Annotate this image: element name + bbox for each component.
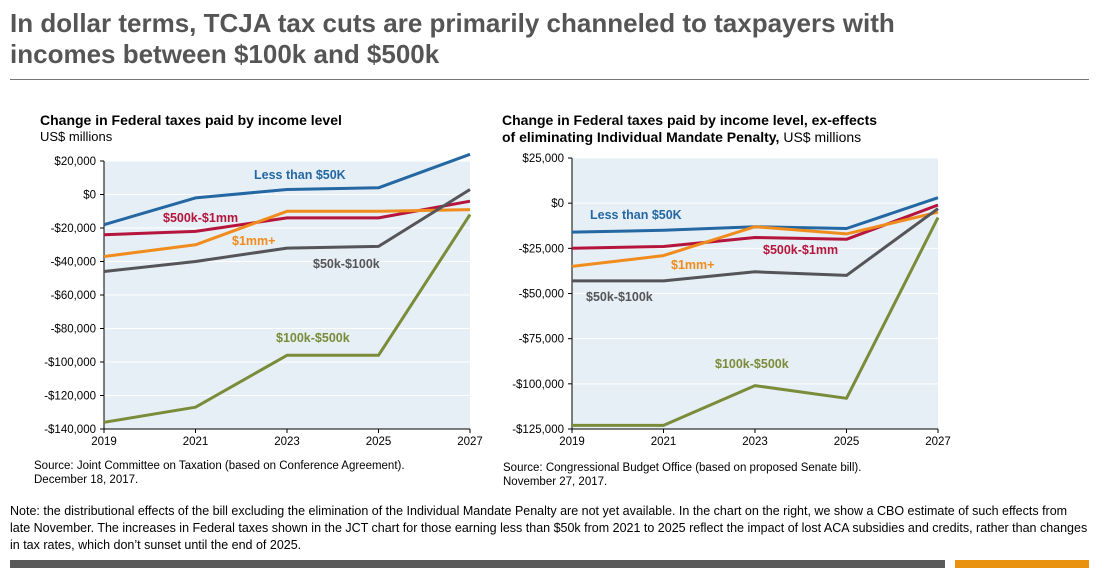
x-tick-label: 2025: [834, 436, 860, 448]
x-tick-label: 2021: [183, 436, 209, 448]
series-label-50k-100k: $50k-$100k: [313, 257, 380, 271]
right-chart-unit: US$ millions: [779, 129, 862, 145]
title-line-2: incomes between $100k and $500k: [10, 39, 440, 69]
series-label-1mm: $1mm+: [671, 258, 714, 272]
footer-gray-bar: [10, 560, 945, 568]
x-tick-label: 2027: [457, 436, 483, 448]
y-tick-label: -$80,000: [51, 324, 96, 336]
footer-orange-bar: [955, 560, 1089, 568]
series-label-100k-500k: $100k-$500k: [276, 331, 350, 345]
y-tick-label: $20,000: [54, 156, 96, 168]
right-chart-source: Source: Congressional Budget Office (bas…: [503, 461, 861, 489]
y-tick-label: $0: [83, 190, 96, 202]
x-tick-label: 2025: [366, 436, 392, 448]
series-label-1mm: $1mm+: [232, 234, 275, 248]
y-tick-label: -$125,000: [512, 424, 564, 436]
series-line-500k-1mm: [103, 199, 471, 237]
x-tick-label: 2023: [742, 436, 768, 448]
right-line-chart: $25,000 $0 -$25,000 -$50,000 -$75,000 -$100,0…: [512, 153, 951, 448]
left-line-chart: $20,000 $0 -$20,000 -$40,000 -$60,000 -$80,00…: [44, 152, 483, 448]
series-line-50k-100k: [572, 207, 939, 283]
y-tick-label: -$75,000: [519, 334, 564, 346]
series-line-1mm: [103, 208, 471, 258]
title-divider: [10, 79, 1089, 80]
series-line-1mm: [571, 210, 939, 268]
series-label-500k-1mm: $500k-$1mm: [163, 211, 238, 225]
x-tick-label: 2019: [559, 436, 585, 448]
y-tick-label: -$100,000: [512, 379, 564, 391]
right-source-line-2: November 27, 2017.: [503, 476, 608, 488]
series-line-100k-500k: [572, 216, 940, 427]
title-line-1: In dollar terms, TCJA tax cuts are prima…: [10, 8, 895, 38]
series-label-less-than-50k: Less than $50K: [590, 208, 682, 222]
y-tick-label: $0: [551, 198, 564, 210]
right-source-line-1: Source: Congressional Budget Office (bas…: [503, 462, 862, 474]
right-chart-title-line-2: of eliminating Individual Mandate Penalt…: [502, 129, 780, 145]
series-line-50k-100k: [103, 188, 471, 273]
series-label-500k-1mm: $500k-$1mm: [763, 243, 838, 257]
page-title: In dollar terms, TCJA tax cuts are prima…: [10, 8, 1100, 70]
x-tick-label: 2023: [274, 436, 300, 448]
y-tick-label: -$120,000: [44, 391, 96, 403]
right-chart-title-line-1: Change in Federal taxes paid by income l…: [502, 112, 878, 128]
y-tick-label: -$100,000: [44, 357, 96, 369]
series-label-50k-100k: $50k-$100k: [586, 290, 653, 304]
left-source-line-2: December 18, 2017.: [34, 474, 139, 486]
series-label-100k-500k: $100k-$500k: [715, 357, 789, 371]
series-label-less-than-50k: Less than $50K: [254, 168, 346, 182]
y-tick-label: $25,000: [522, 153, 564, 165]
y-tick-label: -$140,000: [44, 424, 96, 436]
x-tick-label: 2021: [651, 436, 677, 448]
x-tick-label: 2027: [925, 436, 951, 448]
y-tick-label: -$60,000: [51, 290, 96, 302]
series-line-100k-500k: [103, 213, 472, 424]
series-line-less-than-50k: [103, 152, 471, 227]
footnote: Note: the distributional effects of the …: [10, 504, 1088, 552]
right-chart-title: Change in Federal taxes paid by income l…: [502, 112, 877, 146]
y-tick-label: -$50,000: [519, 289, 564, 301]
left-source-line-1: Source: Joint Committee on Taxation (bas…: [34, 460, 405, 472]
x-tick-label: 2019: [91, 436, 117, 448]
left-chart-subtitle: US$ millions: [40, 129, 113, 144]
left-chart-source: Source: Joint Committee on Taxation (bas…: [34, 459, 405, 487]
y-tick-label: -$20,000: [51, 223, 96, 235]
y-tick-label: -$40,000: [51, 257, 96, 269]
left-chart-title: Change in Federal taxes paid by income l…: [40, 112, 342, 128]
y-tick-label: -$25,000: [519, 243, 564, 255]
